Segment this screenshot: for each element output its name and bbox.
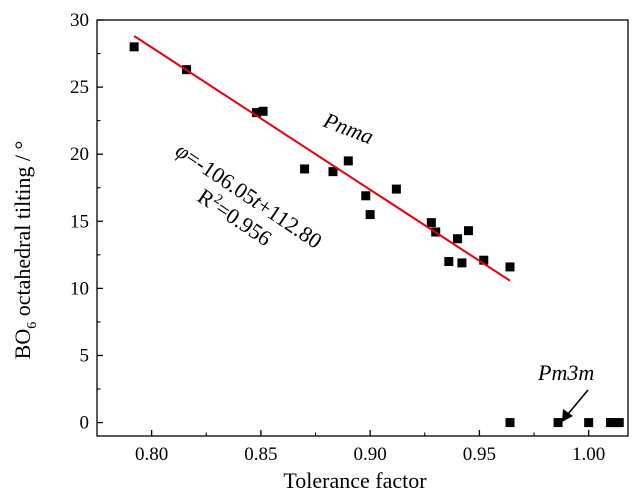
data-point xyxy=(444,257,454,267)
y-axis-title-suffix: octahedral tilting / ° xyxy=(10,141,35,322)
data-point xyxy=(453,234,463,244)
x-tick-label: 1.00 xyxy=(572,444,605,465)
data-point xyxy=(505,262,515,272)
x-tick-label: 0.85 xyxy=(244,444,277,465)
data-point xyxy=(584,418,594,428)
x-axis-title: Tolerance factor xyxy=(283,468,427,493)
fit-line-group xyxy=(133,35,511,282)
y-tick-label: 15 xyxy=(70,211,89,232)
data-point xyxy=(426,218,436,228)
data-point xyxy=(553,418,563,428)
data-point xyxy=(505,418,515,428)
annotation-pm3m: Pm3m xyxy=(537,360,594,385)
x-tick-label: 0.95 xyxy=(463,444,496,465)
y-tick-label: 0 xyxy=(80,413,90,434)
x-tick-label: 0.80 xyxy=(135,444,168,465)
data-point xyxy=(463,226,473,236)
data-points xyxy=(129,42,624,428)
plot-area xyxy=(96,19,629,437)
fit-line xyxy=(133,35,511,282)
x-axis: 0.80 0.85 0.90 0.95 1.00 xyxy=(135,430,605,465)
x-tick-label: 0.90 xyxy=(354,444,387,465)
data-point xyxy=(328,167,338,177)
y-axis-title: BO6 octahedral tilting / ° xyxy=(10,141,40,360)
y-tick-label: 10 xyxy=(70,278,89,299)
data-point xyxy=(258,106,268,116)
data-point xyxy=(361,191,371,201)
data-point xyxy=(457,258,467,268)
y-axis: 0 5 10 15 20 25 30 xyxy=(70,10,103,434)
y-axis-title-prefix: BO xyxy=(10,329,35,360)
data-point xyxy=(479,255,489,265)
y-tick-label: 20 xyxy=(70,144,89,165)
data-point xyxy=(614,418,624,428)
annotation-pnma: Pnma xyxy=(319,107,377,149)
y-tick-label: 25 xyxy=(70,77,89,98)
annotation-arrow xyxy=(562,389,589,422)
data-point xyxy=(365,210,375,220)
y-tick-label: 5 xyxy=(80,345,90,366)
data-point xyxy=(391,184,401,194)
data-point xyxy=(343,156,353,166)
y-axis-title-subscript: 6 xyxy=(25,322,40,329)
data-point xyxy=(252,108,262,118)
data-point xyxy=(300,164,310,174)
plot-frame xyxy=(96,19,629,437)
y-tick-label: 30 xyxy=(70,10,89,31)
data-point xyxy=(129,42,139,52)
